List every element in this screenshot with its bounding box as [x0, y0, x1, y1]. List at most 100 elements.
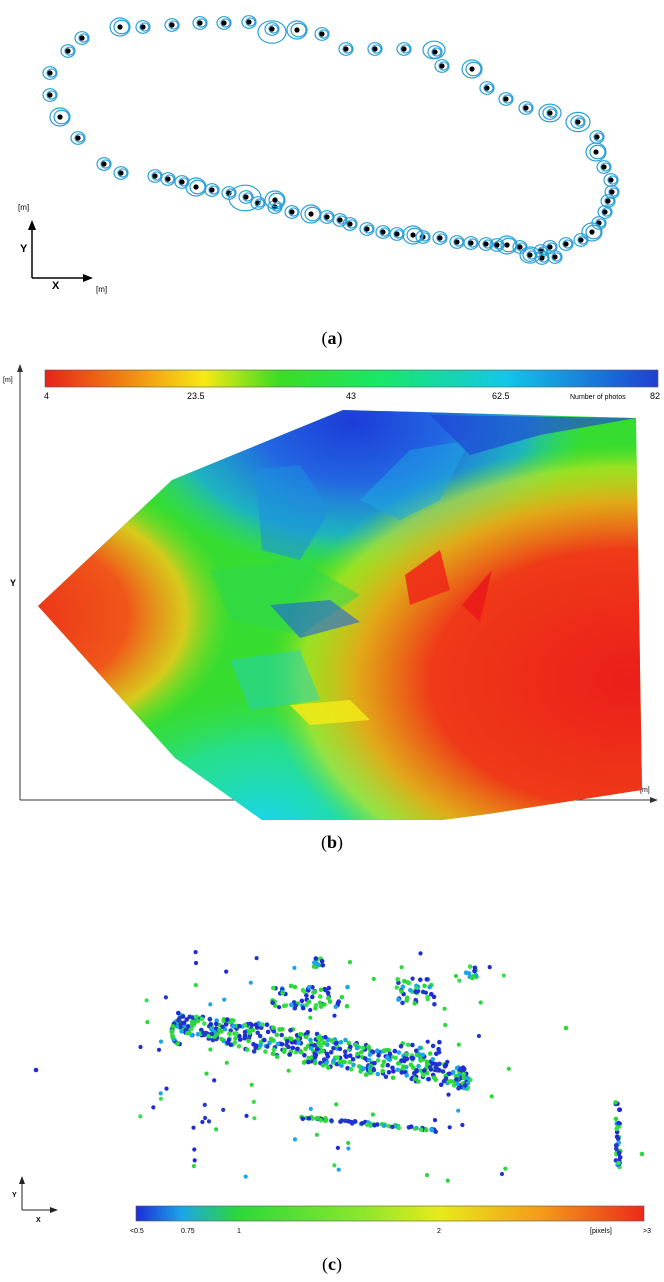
tie-point [248, 980, 253, 985]
camera-uncertainty-ellipse [375, 225, 391, 239]
tie-point [347, 1053, 353, 1058]
tie-point [355, 1051, 360, 1057]
camera-uncertainty-ellipse [42, 66, 58, 80]
tie-point [329, 1118, 334, 1123]
tie-point [424, 1061, 430, 1067]
tie-point [314, 1046, 320, 1052]
tie-point [375, 1058, 381, 1063]
colorbar-c-tick-2: 1 [237, 1228, 241, 1235]
tie-point [423, 1127, 429, 1133]
camera-uncertainty-ellipse [268, 192, 285, 208]
tie-point [319, 1037, 325, 1042]
tie-point [426, 1076, 432, 1082]
tie-point [312, 960, 317, 965]
tie-point [201, 1030, 206, 1036]
tie-point [271, 1047, 277, 1053]
tie-point [288, 1028, 293, 1033]
camera-position-point [272, 197, 278, 203]
tie-point [462, 1083, 468, 1088]
camera-uncertainty-ellipse [493, 240, 504, 250]
camera-position-point [79, 35, 85, 41]
tie-point [306, 1059, 311, 1065]
tie-point [254, 956, 259, 961]
colorbar-tick-1: 23.5 [187, 391, 205, 401]
tie-point [195, 1018, 201, 1024]
camera-position-point [324, 214, 330, 220]
tie-point [317, 1042, 322, 1048]
tie-point [187, 1014, 193, 1020]
tie-point [326, 995, 331, 1001]
camera-position-point [347, 221, 353, 227]
tie-point [395, 1061, 401, 1066]
tie-point [418, 977, 423, 983]
camera-uncertainty-ellipse [453, 237, 464, 247]
tie-point [465, 1075, 471, 1081]
tie-point [402, 1058, 407, 1064]
tie-point [202, 1021, 207, 1026]
tie-point [304, 1002, 309, 1008]
tie-point [450, 1069, 456, 1075]
tie-point [461, 1072, 466, 1077]
tie-point [275, 1041, 281, 1047]
tie-point [390, 1124, 395, 1130]
camera-uncertainty-ellipse [449, 235, 465, 249]
tie-point [339, 995, 345, 1000]
camera-position-point [117, 24, 123, 30]
camera-position-point [517, 244, 523, 250]
camera-uncertainty-ellipse [174, 175, 190, 189]
camera-uncertainty-ellipse [164, 174, 175, 184]
camera-position-point [578, 237, 584, 243]
camera-position-point [165, 176, 171, 182]
tie-point [425, 996, 431, 1002]
tie-point [331, 1058, 336, 1063]
tie-point [252, 1116, 257, 1121]
camera-position-point [593, 149, 599, 155]
camera-uncertainty-ellipse [570, 115, 586, 129]
camera-position-point [152, 173, 158, 179]
camera-position-point [394, 231, 400, 237]
tie-point [383, 1074, 389, 1080]
tie-point [302, 989, 307, 994]
tie-point [191, 1164, 196, 1169]
tie-point [427, 1064, 433, 1070]
caption-b-letter: b [326, 832, 337, 852]
caption-c-close: ) [336, 1254, 342, 1274]
camera-uncertainty-ellipse [593, 132, 604, 142]
tie-point [345, 984, 350, 990]
tie-point [367, 1052, 373, 1057]
tie-point [427, 1051, 433, 1056]
tie-point [617, 1107, 622, 1112]
tie-point [222, 997, 227, 1002]
tie-point [271, 985, 276, 991]
tie-point [287, 1052, 293, 1057]
tie-point [412, 1126, 417, 1131]
tie-point [170, 1024, 176, 1029]
tie-point [163, 995, 168, 1000]
tie-point [344, 1003, 350, 1009]
tie-point [467, 964, 473, 969]
camera-uncertainty-ellipse [581, 222, 603, 242]
tie-point [274, 1032, 280, 1038]
camera-position-point [269, 26, 275, 32]
tie-point [282, 1047, 287, 1053]
b-y-arrowhead [17, 364, 23, 372]
tie-point [414, 1069, 419, 1074]
camera-uncertainty-ellipse [238, 190, 254, 204]
tie-point [214, 1018, 219, 1023]
tie-point [347, 960, 353, 965]
camera-uncertainty-ellipse [60, 44, 76, 58]
tie-point [361, 1066, 367, 1071]
tie-point [156, 1047, 162, 1052]
tie-point [208, 1022, 214, 1027]
tie-point [180, 1014, 186, 1019]
camera-uncertainty-ellipse [74, 31, 90, 45]
camera-uncertainty-ellipse [304, 206, 321, 222]
tie-point [346, 1040, 352, 1046]
tie-point [296, 1040, 302, 1046]
camera-uncertainty-ellipse [400, 44, 411, 54]
camera-position-point [343, 46, 349, 52]
camera-uncertainty-ellipse [379, 227, 390, 237]
tie-point [320, 1063, 326, 1068]
tie-point [446, 1079, 452, 1084]
camera-uncertainty-ellipse [585, 142, 607, 162]
